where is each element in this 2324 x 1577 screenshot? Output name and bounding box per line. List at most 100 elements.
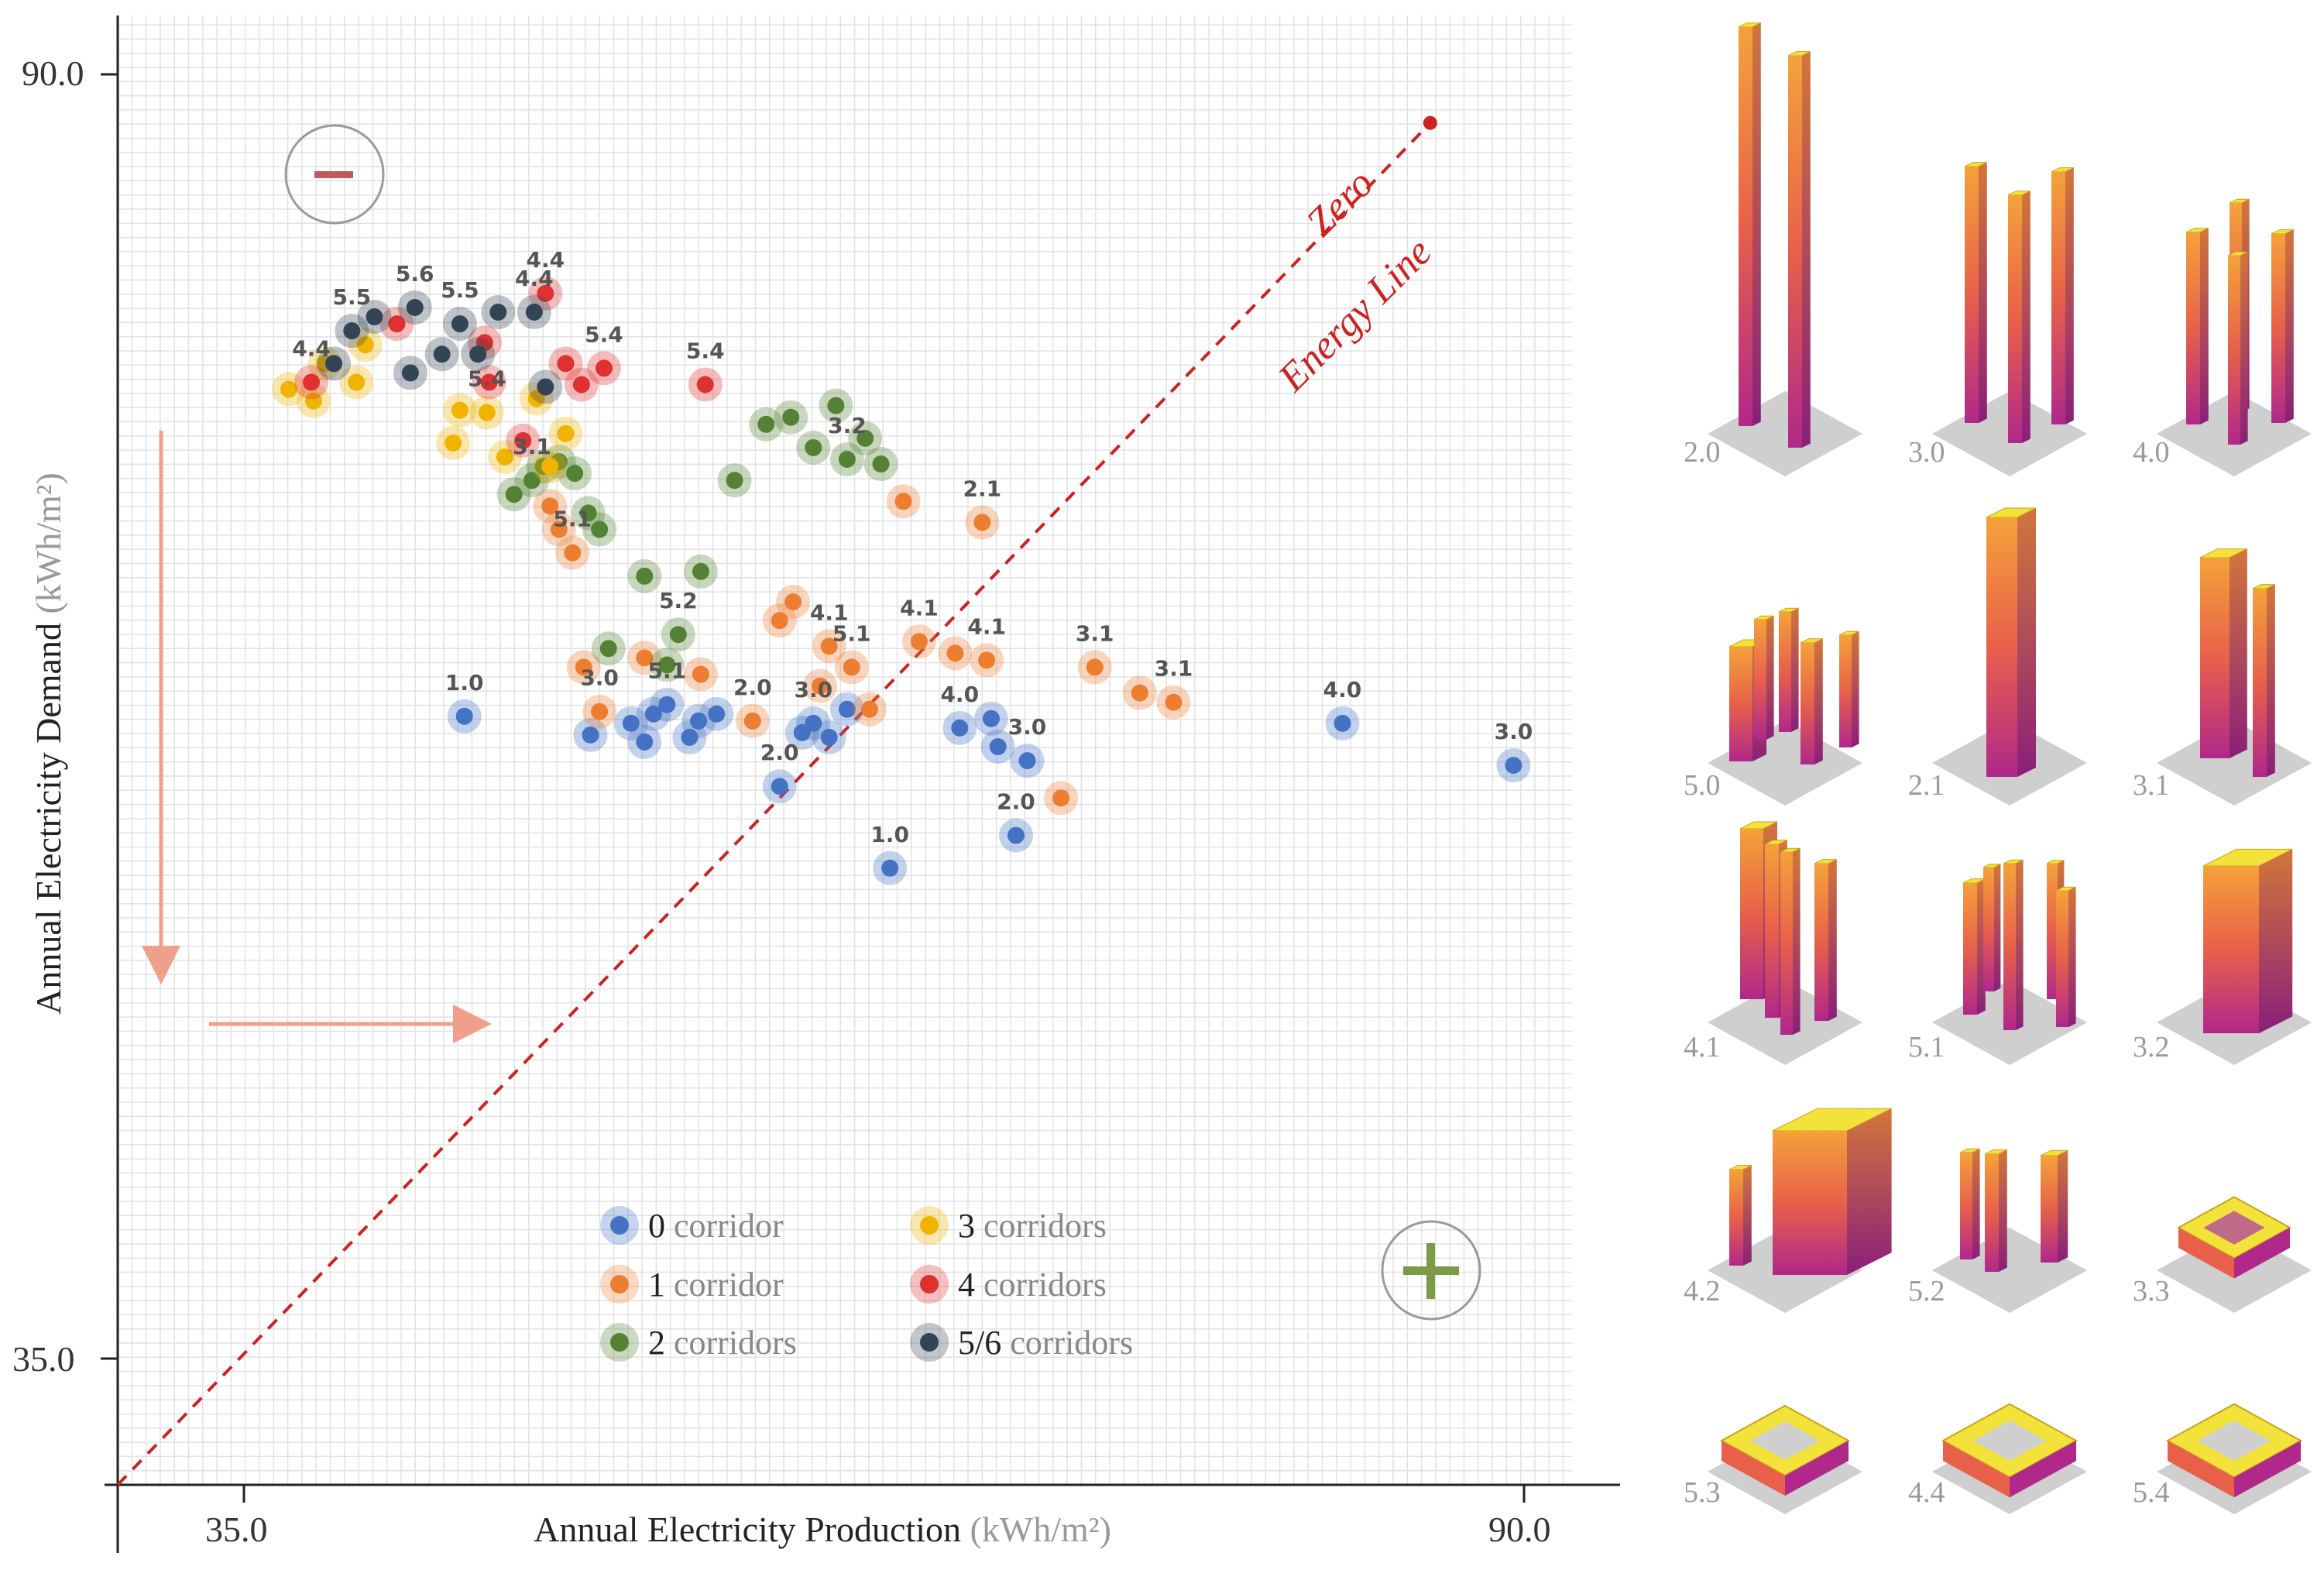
- tower-face: [1739, 27, 1752, 426]
- point-label: 1.0: [445, 670, 484, 696]
- point-label: 4.0: [1323, 677, 1362, 703]
- typology-label: 4.2: [1684, 1275, 1721, 1307]
- data-point: [910, 633, 928, 651]
- point-label: 3.0: [794, 677, 832, 703]
- data-point: [726, 472, 743, 490]
- tower-face: [2271, 234, 2285, 423]
- data-point: [566, 465, 584, 483]
- data-point: [564, 544, 582, 562]
- data-point: [304, 392, 322, 410]
- tower-side: [2068, 887, 2076, 1027]
- point-label: 4.1: [810, 600, 849, 625]
- point-label: 5.1: [832, 620, 871, 646]
- data-point: [1018, 752, 1036, 770]
- data-point: [973, 514, 991, 531]
- y-axis-label: Annual Electricity Demand (kWh/m²): [29, 472, 68, 1015]
- ring-side-right: [2010, 1441, 2076, 1498]
- data-point: [455, 707, 473, 725]
- point-label: 3.0: [1495, 719, 1533, 744]
- data-point: [644, 705, 662, 723]
- data-point: [595, 359, 613, 377]
- tower-side: [2240, 252, 2248, 445]
- ring-courtyard: [2197, 1420, 2271, 1462]
- data-point: [820, 728, 838, 746]
- tower-side: [1852, 631, 1859, 747]
- quadrant-markers: [284, 124, 1481, 1321]
- data-point: [451, 401, 469, 419]
- data-point: [406, 298, 424, 316]
- data-point: [692, 562, 709, 580]
- data-point: [690, 712, 708, 730]
- data-point: [838, 700, 856, 718]
- point-label: 3.0: [1008, 714, 1047, 740]
- y-tick-label-bottom: 35.0: [12, 1339, 75, 1379]
- ring-courtyard: [2203, 1211, 2265, 1245]
- data-point: [550, 521, 568, 538]
- minus-icon: [314, 171, 353, 178]
- tower-face: [2056, 891, 2068, 1027]
- tower-side: [1743, 1165, 1752, 1266]
- data-point: [356, 336, 374, 354]
- data-point: [658, 656, 676, 674]
- legend-swatch: [920, 1275, 939, 1294]
- data-point: [827, 397, 845, 414]
- point-label: 4.1: [900, 595, 939, 620]
- zero-energy-line-path: [116, 122, 1432, 1486]
- point-label: 3.1: [513, 434, 551, 459]
- data-point: [1086, 658, 1104, 676]
- data-point: [820, 637, 838, 655]
- data-point: [557, 424, 575, 442]
- axes: [101, 15, 1620, 1553]
- point-label: 5.4: [585, 321, 623, 347]
- data-point: [523, 472, 541, 490]
- data-point: [480, 373, 498, 391]
- tower-face: [1839, 635, 1852, 747]
- data-point: [636, 567, 654, 585]
- typology-label: 5.1: [1908, 1031, 1945, 1063]
- data-point: [489, 304, 507, 321]
- point-label: 1.0: [870, 822, 909, 847]
- point-label: 3.2: [828, 413, 867, 438]
- tower-side: [2230, 548, 2247, 758]
- direction-arrows: [142, 431, 492, 1043]
- data-point: [793, 723, 811, 741]
- data-point: [478, 404, 496, 421]
- data-point: [537, 378, 554, 396]
- legend-label: 0 corridor: [648, 1207, 784, 1245]
- tower-side: [2058, 1150, 2068, 1263]
- tower-face: [1788, 56, 1802, 448]
- point-label: 2.0: [760, 740, 799, 765]
- ring-side-right: [2234, 1441, 2301, 1498]
- point-label: 4.0: [940, 682, 979, 707]
- typology-label: 2.1: [1908, 769, 1945, 802]
- data-point: [812, 677, 829, 695]
- tower-face: [1729, 647, 1752, 761]
- data-point: [1131, 684, 1148, 702]
- point-label: 5.5: [333, 284, 372, 310]
- tower-face: [1960, 1153, 1972, 1259]
- point-label: 5.1: [648, 658, 687, 684]
- legend-swatch: [920, 1333, 939, 1352]
- tower-face: [1963, 883, 1977, 1015]
- x-tick-label-right: 90.0: [1488, 1510, 1551, 1549]
- tower-side: [2016, 860, 2024, 1030]
- data-point: [582, 726, 599, 744]
- data-point: [505, 486, 523, 503]
- point-label: 3.0: [580, 665, 619, 691]
- legend-label: 3 corridors: [958, 1207, 1107, 1245]
- tower-face: [1965, 167, 1979, 423]
- tower-face: [1779, 612, 1791, 732]
- tower-face: [1800, 643, 1814, 764]
- data-point: [303, 373, 321, 391]
- tower-side: [2017, 508, 2036, 777]
- data-point: [838, 451, 856, 469]
- legend-swatch: [920, 1216, 939, 1235]
- data-point: [782, 408, 800, 426]
- ring-side-left: [2178, 1228, 2234, 1279]
- plus-quadrant-circle: [1381, 1220, 1481, 1321]
- data-point: [636, 733, 654, 751]
- point-label: 5.4: [468, 366, 506, 392]
- data-point: [525, 304, 543, 321]
- legend-label: 4 corridors: [958, 1266, 1107, 1304]
- ring-side-left: [1943, 1441, 2010, 1498]
